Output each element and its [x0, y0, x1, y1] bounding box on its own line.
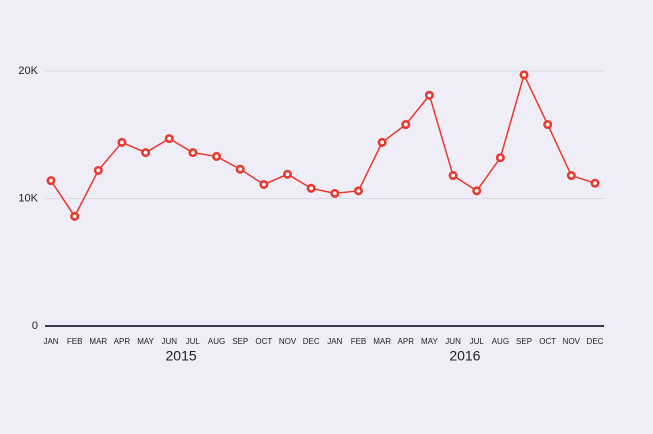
point: [212, 151, 222, 161]
x-tick-label: APR: [114, 337, 131, 346]
x-tick-label: MAY: [137, 337, 154, 346]
point: [590, 178, 600, 188]
y-tick-label: 20K: [18, 65, 38, 77]
x-tick-label: SEP: [516, 337, 532, 346]
point: [353, 186, 363, 196]
point: [377, 137, 387, 147]
point: [235, 164, 245, 174]
point: [259, 179, 269, 189]
point: [306, 183, 316, 193]
point: [188, 148, 198, 158]
x-tick-label: MAR: [89, 337, 107, 346]
point: [141, 148, 151, 158]
x-tick-label: FEB: [67, 337, 83, 346]
y-tick-label: 0: [32, 320, 38, 332]
point: [495, 153, 505, 163]
point: [93, 165, 103, 175]
point: [164, 134, 174, 144]
x-group-label: 2015: [166, 348, 197, 364]
point: [472, 186, 482, 196]
x-tick-label: DEC: [587, 337, 604, 346]
x-tick-label: DEC: [303, 337, 320, 346]
x-tick-label: AUG: [492, 337, 509, 346]
x-tick-label: AUG: [208, 337, 225, 346]
point: [401, 120, 411, 130]
line: [50, 72, 596, 218]
x-tick-label: NOV: [279, 337, 297, 346]
point: [424, 90, 434, 100]
x-tick-label: OCT: [255, 337, 272, 346]
x-tick-label: JAN: [327, 337, 342, 346]
y-tick-label: 10K: [18, 192, 38, 204]
point: [283, 169, 293, 179]
x-tick-label: JUN: [161, 337, 177, 346]
x-group-label: 2016: [449, 348, 480, 364]
x-tick-label: MAR: [373, 337, 391, 346]
x-tick-label: APR: [398, 337, 415, 346]
point: [330, 188, 340, 198]
point: [519, 70, 529, 80]
point: [46, 176, 56, 186]
x-tick-label: FEB: [351, 337, 367, 346]
x-tick-label: JUN: [445, 337, 461, 346]
point: [566, 171, 576, 181]
x-tick-label: JUL: [470, 337, 485, 346]
x-tick-label: JAN: [43, 337, 58, 346]
x-tick-label: SEP: [232, 337, 248, 346]
x-tick-label: MAY: [421, 337, 438, 346]
point: [448, 171, 458, 181]
x-tick-label: OCT: [539, 337, 556, 346]
point: [117, 137, 127, 147]
point: [543, 120, 553, 130]
point: [70, 211, 80, 221]
x-tick-label: JUL: [186, 337, 201, 346]
x-tick-label: NOV: [563, 337, 581, 346]
